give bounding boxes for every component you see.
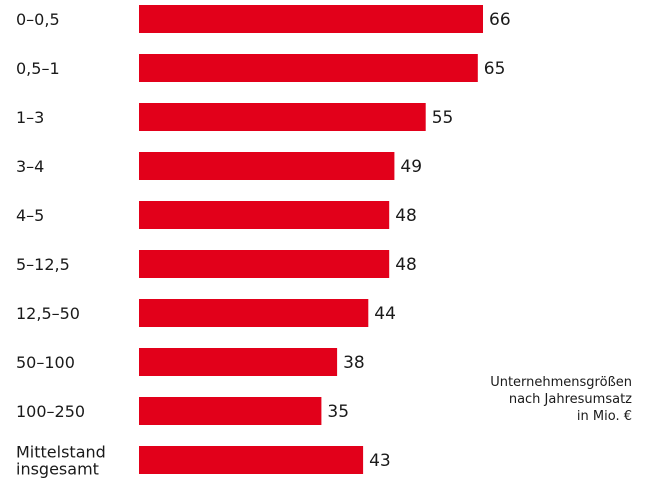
bar bbox=[139, 299, 369, 327]
category-label: 1–3 bbox=[16, 108, 44, 127]
value-label: 66 bbox=[489, 10, 511, 30]
category-label: 5–12,5 bbox=[16, 255, 70, 274]
value-label: 35 bbox=[327, 402, 349, 422]
category-label: 12,5–50 bbox=[16, 304, 80, 323]
category-label: 3–4 bbox=[16, 157, 44, 176]
value-label: 65 bbox=[484, 59, 506, 79]
category-label: 0,5–1 bbox=[16, 59, 60, 78]
value-label: 55 bbox=[432, 108, 454, 128]
value-label: 44 bbox=[374, 304, 396, 324]
bar bbox=[139, 348, 338, 376]
bar bbox=[139, 152, 395, 180]
category-label: 50–100 bbox=[16, 353, 75, 372]
bar bbox=[139, 446, 364, 474]
chart-annotation: Unternehmensgrößen nach Jahresumsatz in … bbox=[490, 375, 632, 424]
bar bbox=[139, 103, 426, 131]
value-label: 38 bbox=[343, 353, 365, 373]
category-label: 4–5 bbox=[16, 206, 44, 225]
bar bbox=[139, 250, 390, 278]
bar bbox=[139, 54, 478, 82]
category-label: 0–0,5 bbox=[16, 10, 60, 29]
value-label: 43 bbox=[369, 451, 391, 471]
bar bbox=[139, 201, 390, 229]
bar bbox=[139, 5, 483, 33]
bar bbox=[139, 397, 322, 425]
value-label: 48 bbox=[395, 206, 417, 226]
value-label: 48 bbox=[395, 255, 417, 275]
category-label: 100–250 bbox=[16, 402, 85, 421]
category-label: Mittelstand insgesamt bbox=[16, 443, 106, 479]
value-label: 49 bbox=[400, 157, 422, 177]
